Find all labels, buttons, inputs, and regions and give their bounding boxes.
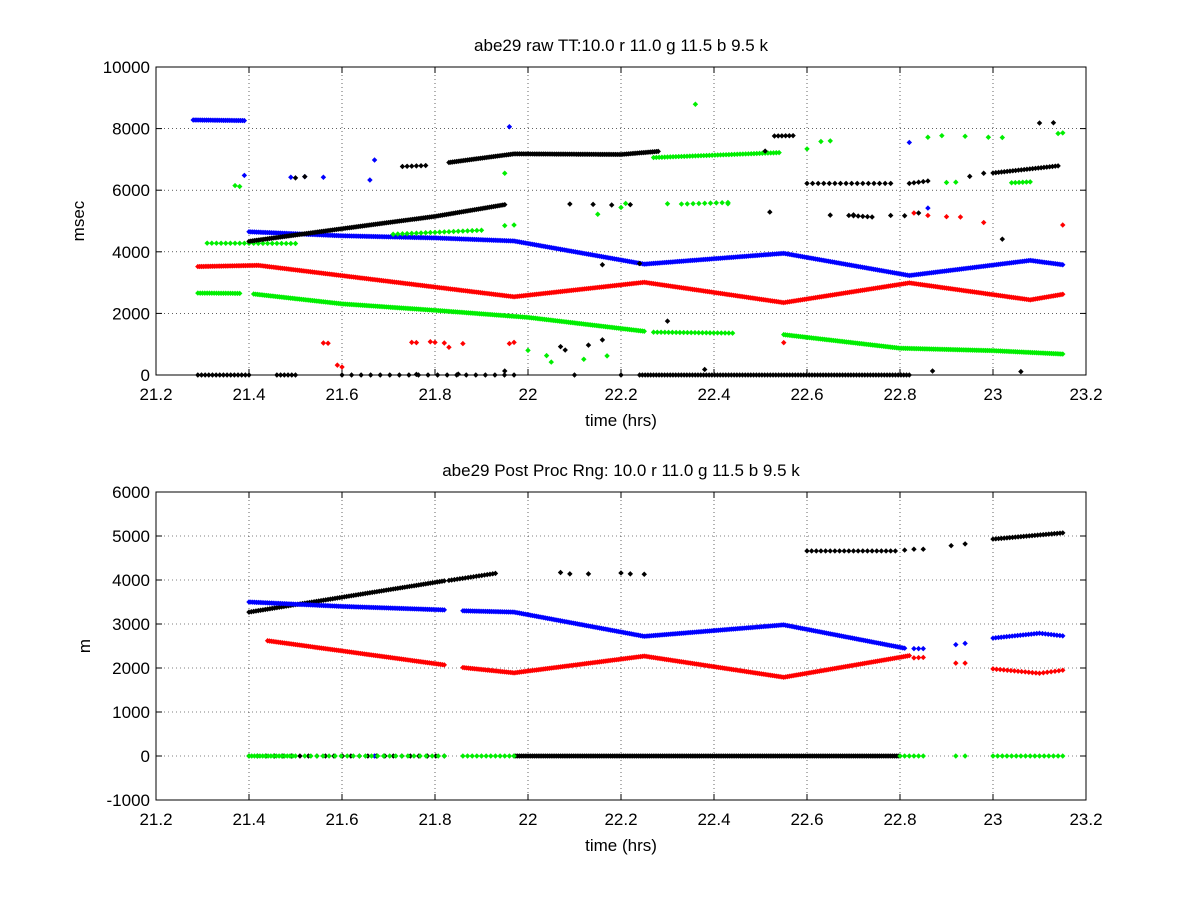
x-tick-label: 23.2	[1069, 385, 1102, 404]
data-point-b	[288, 174, 294, 180]
x-tick-label: 22.8	[883, 385, 916, 404]
y-axis-label: msec	[69, 200, 88, 241]
data-point-r	[320, 340, 327, 346]
tick-marks	[155, 66, 1087, 376]
y-tick-label: 1000	[112, 703, 150, 722]
data-point-b	[925, 205, 931, 211]
y-tick-label: 2000	[112, 304, 150, 323]
x-tick-label: 21.2	[139, 810, 172, 829]
data-point-r	[511, 339, 517, 346]
data-point-r	[911, 210, 917, 216]
data-point-r	[432, 339, 438, 346]
x-tick-label: 22.4	[697, 810, 730, 829]
data-point-b	[1060, 262, 1066, 268]
y-tick-label: 2000	[112, 659, 150, 678]
x-tick-label: 23.2	[1069, 810, 1102, 829]
data-point-r	[334, 362, 341, 368]
data-point-b	[320, 174, 327, 180]
x-tick-label: 21.8	[418, 385, 451, 404]
x-tick-label: 23	[984, 810, 1003, 829]
data-point-r	[980, 219, 987, 226]
data-point-b	[506, 124, 513, 130]
grid-lines	[156, 67, 1086, 375]
data-point-r	[781, 339, 787, 346]
data-point-r	[1060, 291, 1066, 298]
data-point-b	[241, 172, 248, 179]
y-tick-label: 3000	[112, 615, 150, 634]
x-tick-label: 22.6	[790, 810, 823, 829]
chart-title: abe29 raw TT:10.0 r 11.0 g 11.5 b 9.5 k	[474, 36, 768, 55]
data-point-b	[241, 117, 248, 124]
x-tick-label: 21.4	[232, 385, 265, 404]
x-tick-label: 22	[519, 385, 538, 404]
x-tick-label: 21.6	[325, 385, 358, 404]
y-tick-label: -1000	[107, 791, 150, 810]
data-point-b	[367, 177, 373, 183]
data-point-r	[460, 340, 466, 347]
data-point-r	[441, 340, 448, 346]
data-point-r	[339, 364, 345, 370]
x-axis-label: time (hrs)	[585, 836, 657, 855]
y-tick-label: 8000	[112, 120, 150, 139]
data-point-r	[413, 339, 420, 346]
x-tick-label: 21.2	[139, 385, 172, 404]
y-tick-label: 4000	[112, 571, 150, 590]
y-axis-label: m	[75, 639, 94, 653]
raw-travel-time-chart: 21.2 21.4 21.6 21.8 22 22.2 22.4 22.6 22.8 23 23.2…	[69, 36, 1103, 430]
x-tick-label: 22.2	[604, 385, 637, 404]
x-tick-label: 23	[984, 385, 1003, 404]
x-tick-label: 21.6	[325, 810, 358, 829]
data-point-r	[957, 214, 964, 220]
x-tick-label: 22.6	[790, 385, 823, 404]
data-point-r	[925, 212, 931, 219]
y-tick-label: 5000	[112, 527, 150, 546]
data-point-r	[325, 340, 331, 347]
y-tick-label: 6000	[112, 483, 150, 502]
data-point-r	[506, 340, 513, 347]
y-tick-label: 10000	[103, 58, 150, 77]
x-tick-label: 22.8	[883, 810, 916, 829]
x-tick-label: 22.2	[604, 810, 637, 829]
x-tick-label: 22	[519, 810, 538, 829]
data-point-r	[446, 344, 452, 351]
data-point-b	[371, 157, 378, 163]
x-tick-label: 21.8	[418, 810, 451, 829]
x-tick-label: 21.4	[232, 810, 265, 829]
data-point-r	[943, 213, 950, 220]
x-axis-label: time (hrs)	[585, 411, 657, 430]
data-point-g	[236, 290, 243, 297]
data-points	[190, 101, 1066, 378]
chart-title: abe29 Post Proc Rng: 10.0 r 11.0 g 11.5 …	[442, 461, 800, 480]
x-tick-label: 22.4	[697, 385, 730, 404]
y-tick-label: 0	[141, 366, 150, 385]
data-point-r	[409, 339, 415, 346]
y-tick-label: 0	[141, 747, 150, 766]
y-tick-label: 6000	[112, 181, 150, 200]
data-point-r	[1060, 222, 1066, 228]
data-point-r	[427, 339, 434, 345]
y-tick-label: 4000	[112, 243, 150, 262]
data-point-b	[906, 139, 913, 146]
